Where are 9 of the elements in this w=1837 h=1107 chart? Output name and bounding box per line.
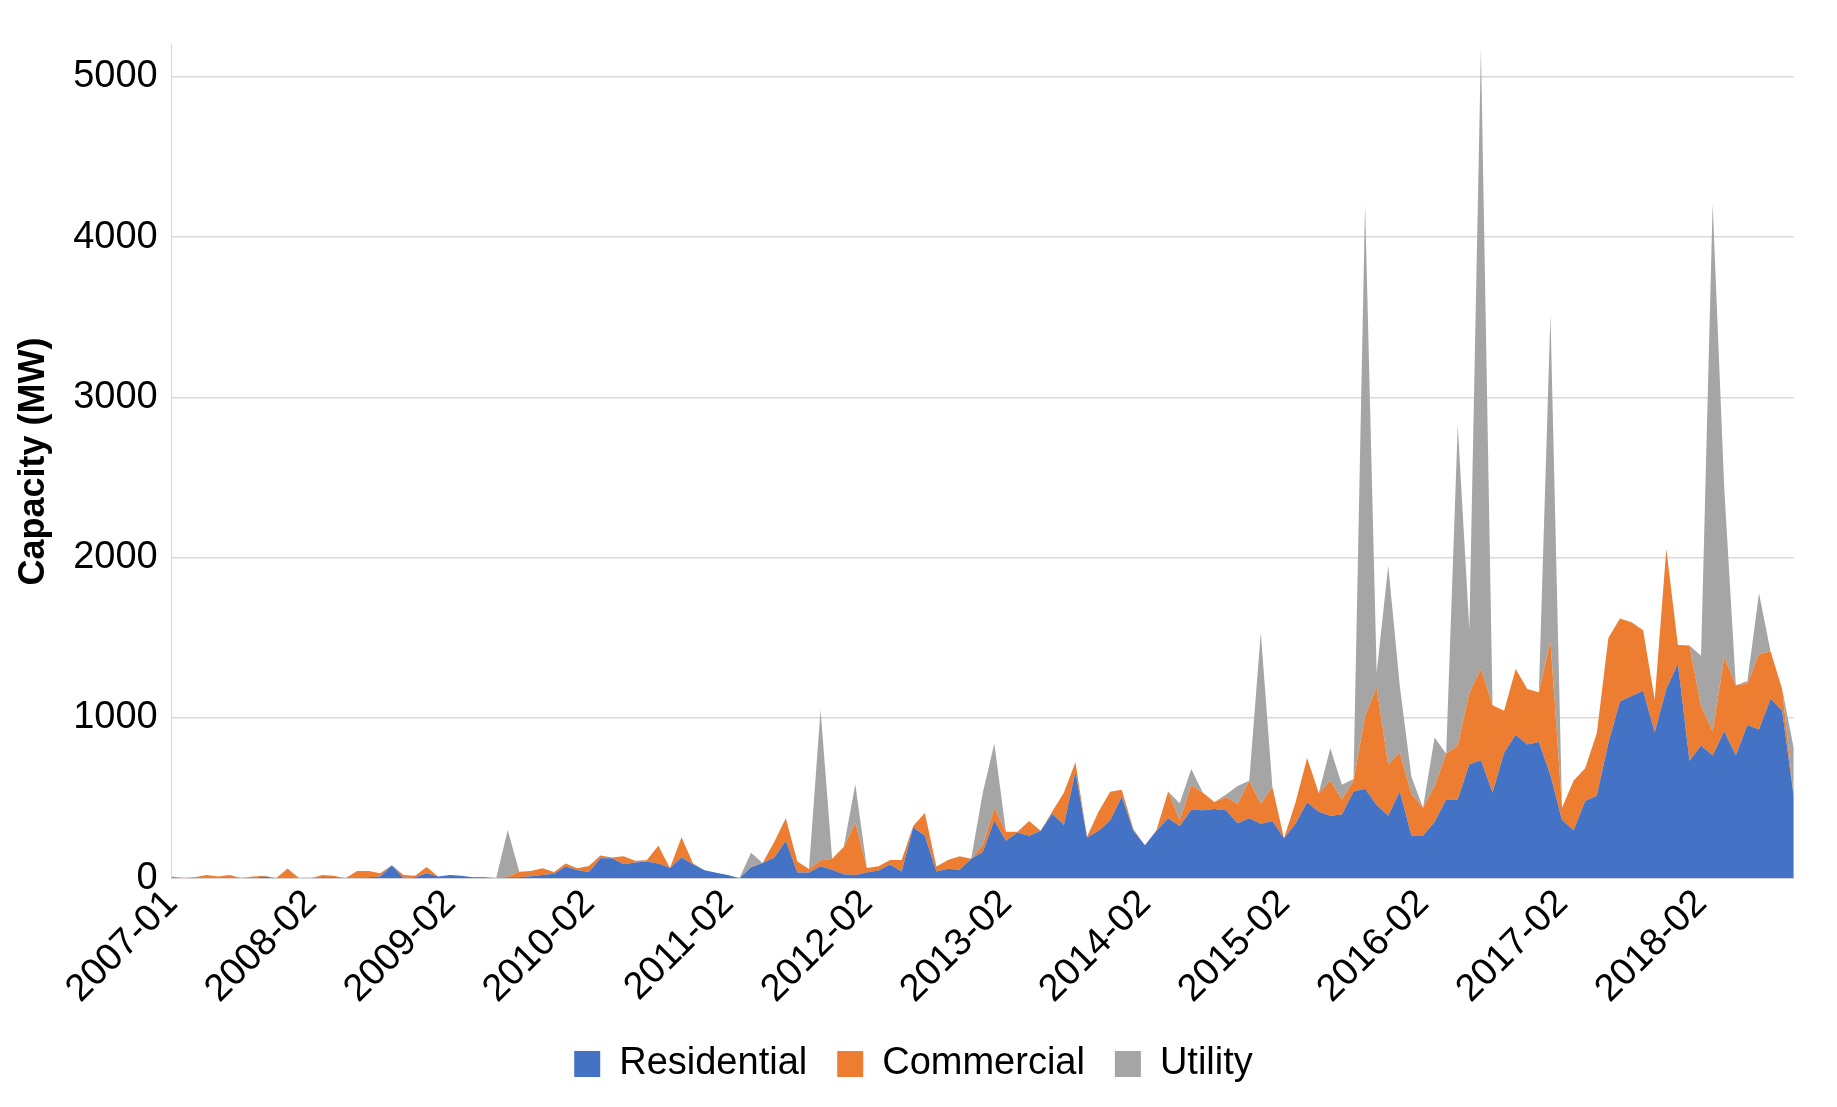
legend-label: Commercial [882, 1040, 1085, 1083]
y-tick-label: 2000 [73, 534, 158, 577]
legend-label: Utility [1159, 1040, 1253, 1083]
y-tick-label: 3000 [73, 373, 158, 416]
y-tick-label: 1000 [73, 694, 158, 737]
y-tick-label: 5000 [73, 53, 158, 96]
legend-label: Residential [619, 1040, 808, 1083]
y-axis-title: Capacity (MW) [10, 337, 52, 586]
y-tick-label: 4000 [73, 213, 158, 256]
